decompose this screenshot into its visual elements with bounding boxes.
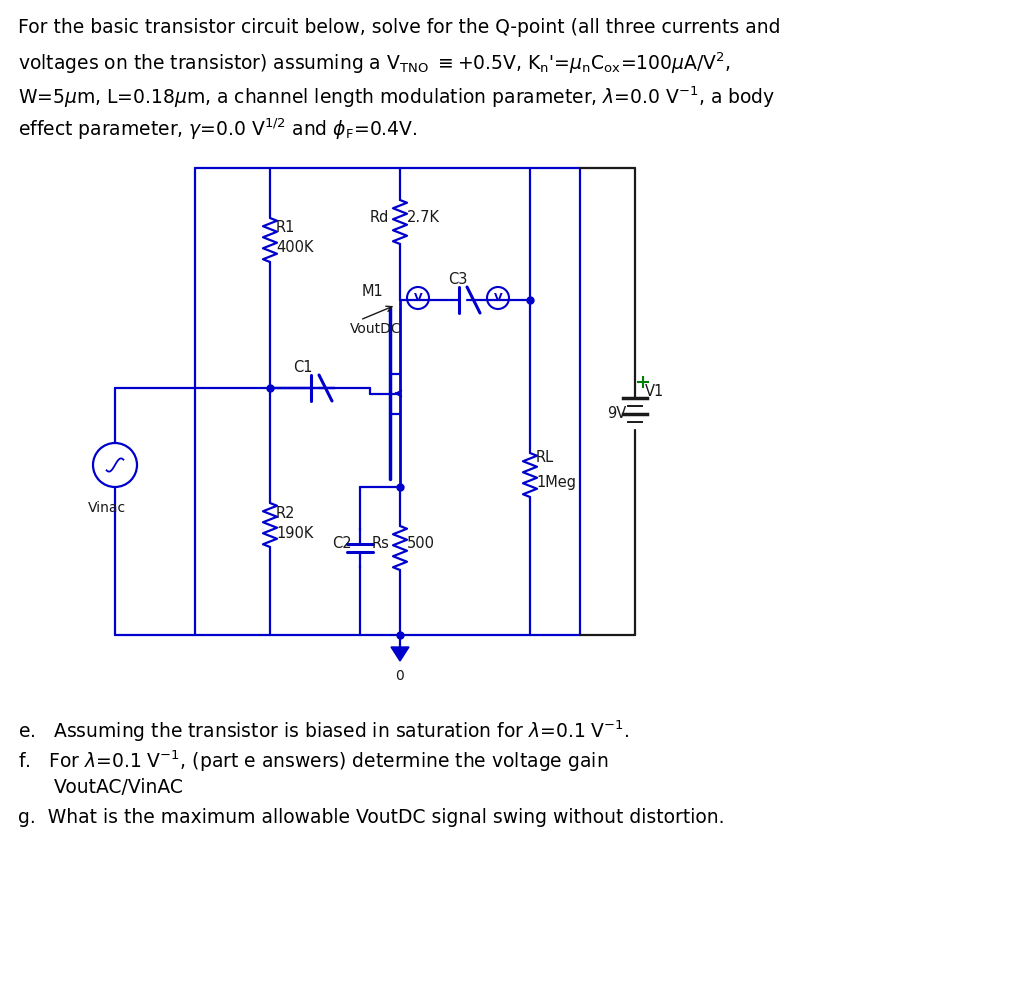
Text: C3: C3 <box>449 273 468 288</box>
Text: 500: 500 <box>407 536 435 551</box>
Text: V: V <box>494 293 503 303</box>
Text: effect parameter, $\gamma$=0.0 V$^{1/2}$ and $\phi_\mathsf{F}$=0.4V.: effect parameter, $\gamma$=0.0 V$^{1/2}$… <box>18 117 418 143</box>
Text: Rs: Rs <box>372 536 390 551</box>
Text: V: V <box>414 293 422 303</box>
Text: Rd: Rd <box>370 210 389 225</box>
Text: g.  What is the maximum allowable VoutDC signal swing without distortion.: g. What is the maximum allowable VoutDC … <box>18 808 725 827</box>
Polygon shape <box>391 647 409 661</box>
Text: C2: C2 <box>332 536 351 551</box>
Text: 0: 0 <box>395 669 404 683</box>
Text: VoutAC/VinAC: VoutAC/VinAC <box>18 778 183 797</box>
Text: 400K: 400K <box>276 240 313 255</box>
Text: C1: C1 <box>293 361 312 375</box>
Text: voltages on the transistor) assuming a V$_\mathsf{TNO}$ $\equiv$+0.5V, K$_\maths: voltages on the transistor) assuming a V… <box>18 51 731 77</box>
Text: R1: R1 <box>276 221 295 235</box>
Text: 9V: 9V <box>607 406 627 421</box>
Text: e.   Assuming the transistor is biased in saturation for $\lambda$=0.1 V$^{-1}$.: e. Assuming the transistor is biased in … <box>18 718 630 744</box>
Text: For the basic transistor circuit below, solve for the Q-point (all three current: For the basic transistor circuit below, … <box>18 18 780 37</box>
Text: Vinac: Vinac <box>88 501 126 515</box>
Text: M1: M1 <box>362 285 384 299</box>
Text: 1Meg: 1Meg <box>536 476 575 491</box>
Text: RL: RL <box>536 449 554 465</box>
Text: V1: V1 <box>645 384 665 400</box>
Text: f.   For $\lambda$=0.1 V$^{-1}$, (part e answers) determine the voltage gain: f. For $\lambda$=0.1 V$^{-1}$, (part e a… <box>18 748 608 773</box>
Text: R2: R2 <box>276 505 296 520</box>
Text: 2.7K: 2.7K <box>407 210 440 225</box>
Text: VoutDC: VoutDC <box>350 322 401 336</box>
Text: W=5$\mu$m, L=0.18$\mu$m, a channel length modulation parameter, $\lambda$=0.0 V$: W=5$\mu$m, L=0.18$\mu$m, a channel lengt… <box>18 84 775 109</box>
Text: 190K: 190K <box>276 526 313 541</box>
